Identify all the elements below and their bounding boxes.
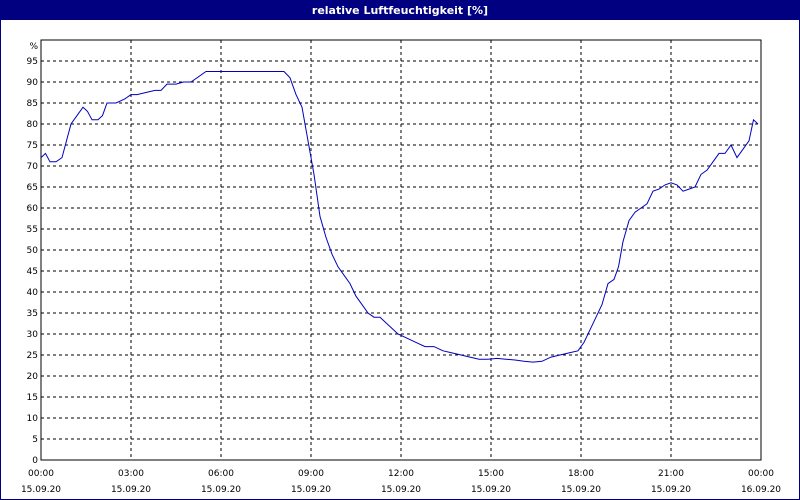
y-tick-label: 5 [32,435,38,445]
y-tick-label: 25 [27,351,38,361]
plot-area-border [40,39,762,461]
x-tick-date-label: 15.09.20 [651,485,691,495]
y-tick-label: 10 [27,414,39,424]
x-tick-time-label: 03:00 [118,469,144,479]
grid-lines [41,40,761,460]
x-tick-date-label: 15.09.20 [21,485,61,495]
x-tick-date-label: 15.09.20 [111,485,151,495]
x-tick-time-label: 00:00 [28,469,54,479]
y-tick-label: 0 [32,456,38,466]
tick-labels: 0 5 10 15 20 25 30 35 40 45 50 55 60 65 70 75 80 85 90 95 00… [21,57,781,495]
y-tick-label: 95 [27,57,38,67]
x-tick-time-label: 06:00 [208,469,234,479]
y-axis-unit-label: % [29,42,38,52]
x-tick-date-label: 15.09.20 [471,485,511,495]
y-tick-label: 15 [27,393,38,403]
x-tick-time-label: 12:00 [388,469,414,479]
x-tick-time-label: 18:00 [568,469,594,479]
y-tick-label: 30 [27,330,39,340]
x-tick-date-label: 15.09.20 [291,485,331,495]
x-tick-date-label: 16.09.20 [741,485,781,495]
y-tick-label: 75 [27,141,38,151]
x-tick-time-label: 21:00 [658,469,684,479]
x-tick-date-label: 15.09.20 [201,485,241,495]
y-tick-label: 40 [27,288,39,298]
y-tick-label: 90 [27,78,39,88]
y-tick-label: 55 [27,225,38,235]
x-tick-date-label: 15.09.20 [561,485,601,495]
chart-title: relative Luftfeuchtigkeit [%] [1,1,799,20]
y-tick-label: 85 [27,99,38,109]
x-tick-date-label: 15.09.20 [381,485,421,495]
x-tick-time-label: 00:00 [748,469,774,479]
y-tick-label: 70 [27,162,39,172]
y-tick-label: 20 [27,372,39,382]
y-tick-label: 45 [27,267,38,277]
humidity-series-line [40,71,759,363]
y-tick-label: 80 [27,120,39,130]
y-tick-label: 50 [27,246,39,256]
x-tick-time-label: 09:00 [298,469,324,479]
y-tick-label: 65 [27,183,38,193]
x-tick-time-label: 15:00 [478,469,504,479]
y-tick-label: 35 [27,309,38,319]
y-tick-label: 60 [27,204,39,214]
